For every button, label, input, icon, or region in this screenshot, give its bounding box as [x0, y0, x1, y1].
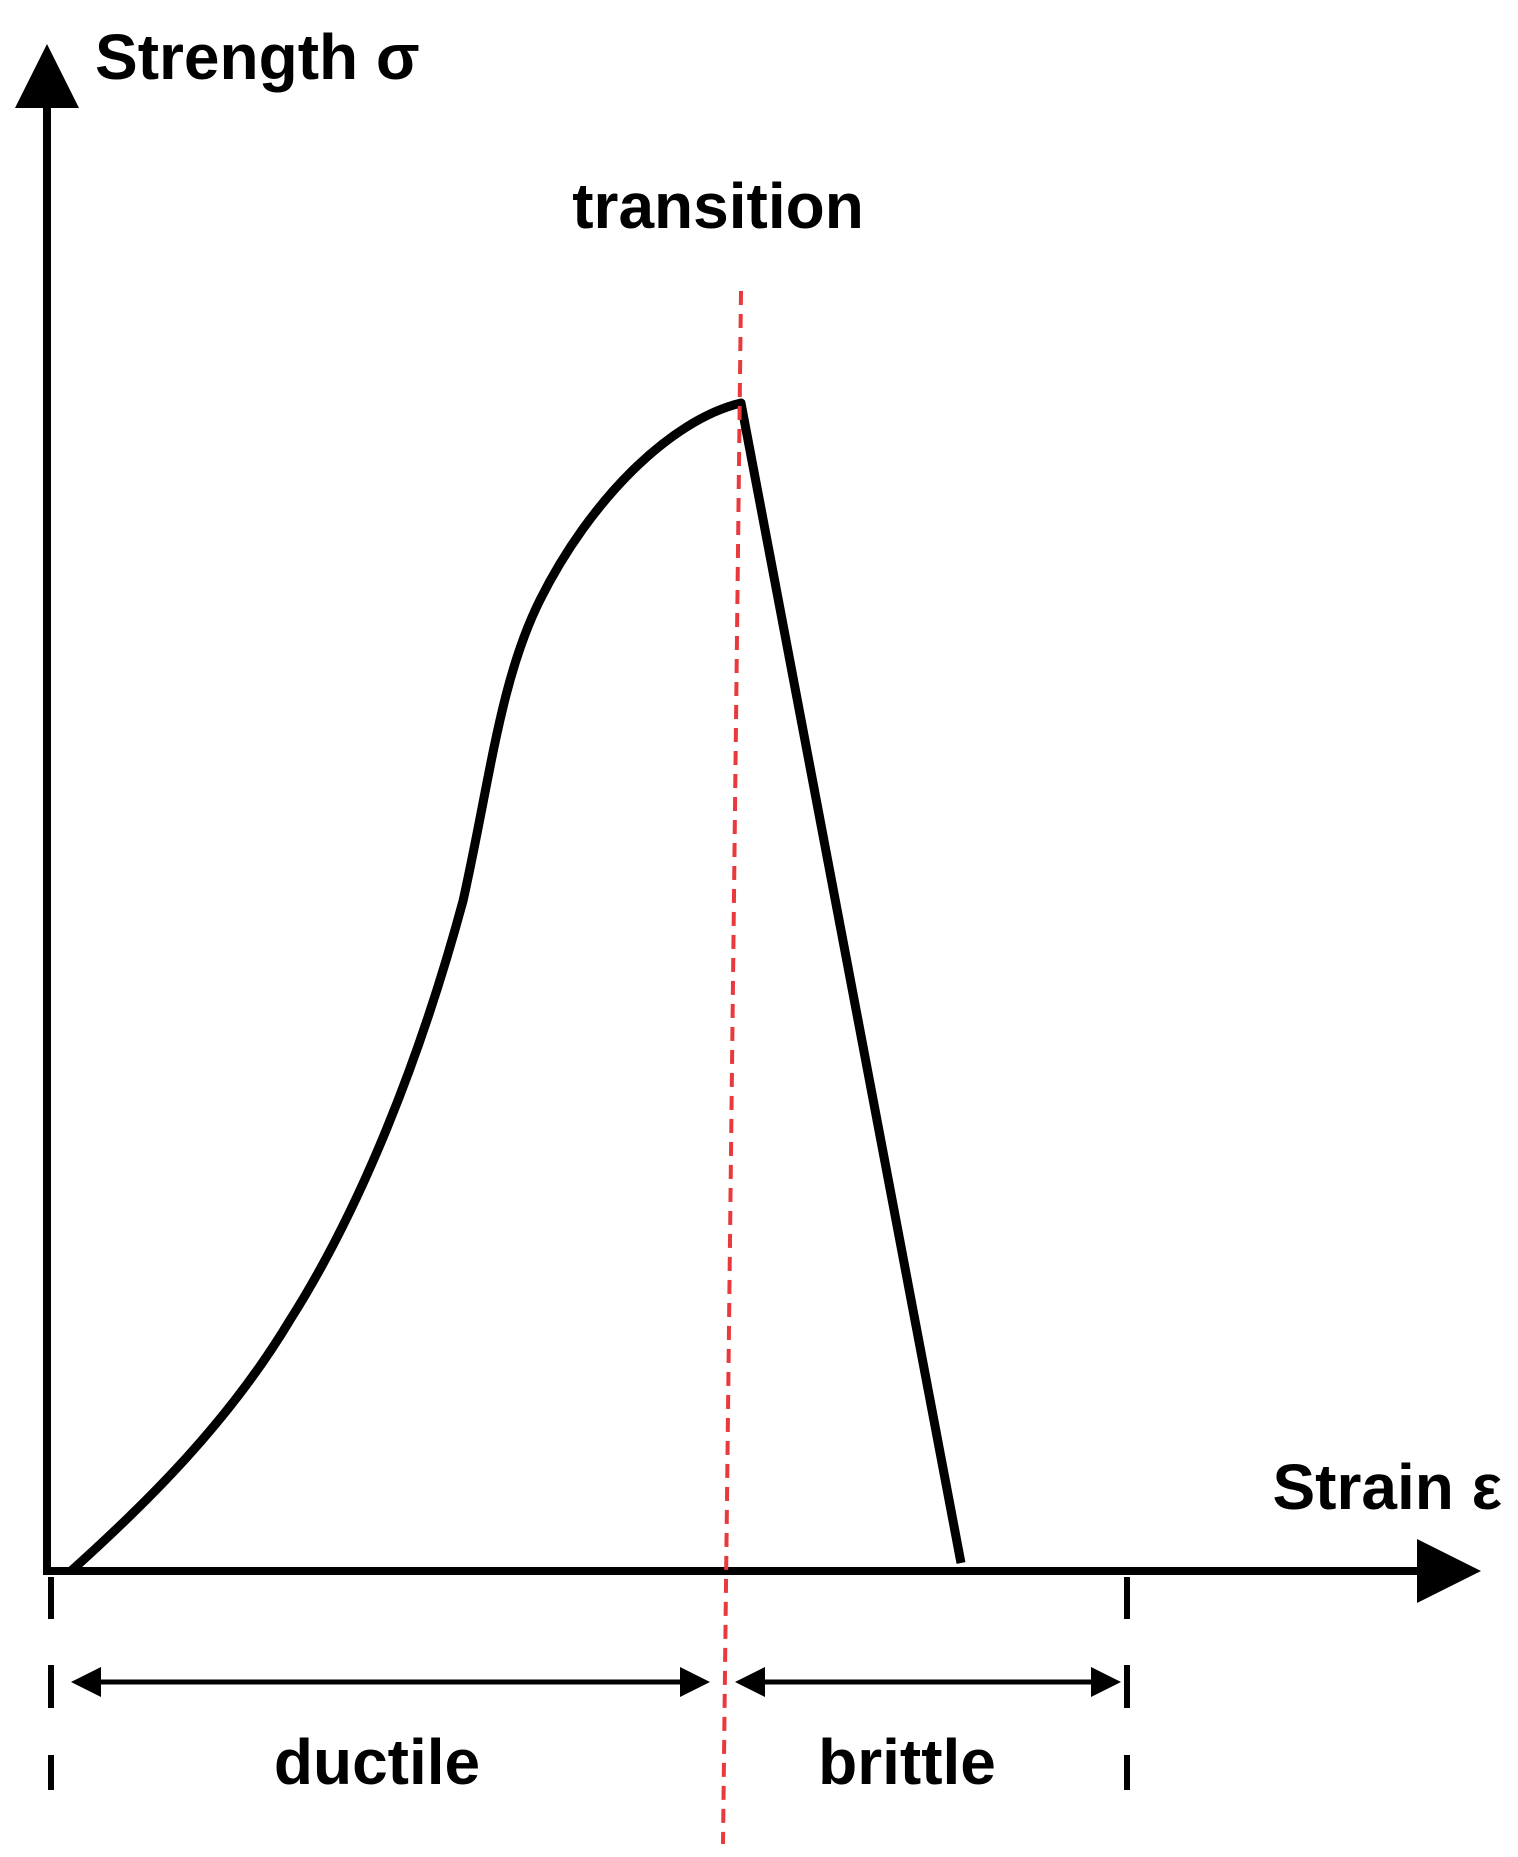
strength-curve: [67, 398, 966, 1575]
transition-line: [721, 290, 743, 1845]
y-axis-label: Strength σ: [95, 21, 420, 93]
transition-label: transition: [572, 170, 864, 242]
ductile-label: ductile: [274, 1726, 480, 1798]
brittle-label: brittle: [818, 1726, 996, 1798]
x-axis-label: Strain ε: [1272, 1451, 1502, 1523]
